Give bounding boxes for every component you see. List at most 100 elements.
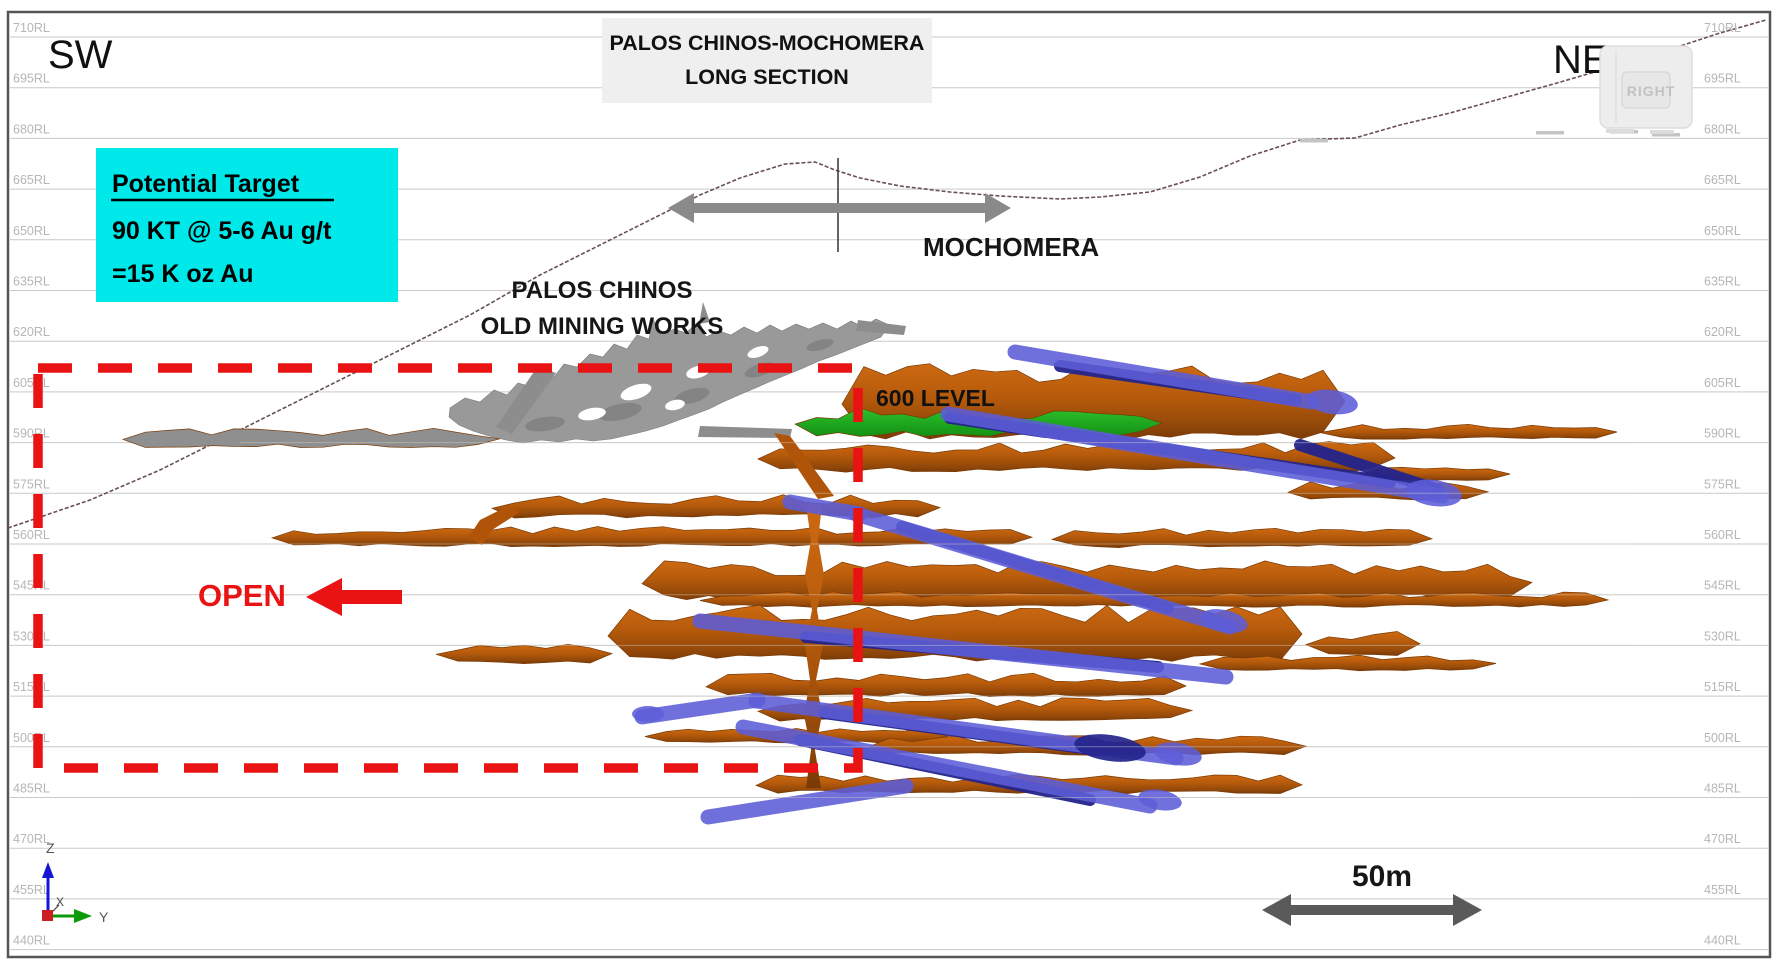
- elevation-label-right-650RL: 650RL: [1704, 224, 1741, 238]
- scale-bar-arrow: [1262, 894, 1482, 926]
- old-workings-void: [620, 383, 652, 401]
- old-workings-label-line1: PALOS CHINOS: [512, 277, 693, 304]
- orientation-sw-label: SW: [48, 33, 113, 77]
- axis-y-label: Y: [99, 909, 109, 925]
- topo-bench-mark: [1300, 139, 1328, 143]
- axis-origin-marker: [42, 910, 53, 921]
- decline-switchback-dark: [1074, 734, 1146, 762]
- old-workings-shade: [674, 387, 710, 405]
- elevation-label-right-620RL: 620RL: [1704, 325, 1741, 339]
- elevation-label-right-500RL: 500RL: [1704, 731, 1741, 745]
- old-workings-spur: [856, 320, 906, 335]
- old-mining-works-body: [448, 318, 890, 444]
- elevation-label-right-605RL: 605RL: [1704, 376, 1741, 390]
- old-workings-void: [665, 399, 685, 411]
- potential-target-heading: Potential Target: [112, 170, 300, 198]
- elevation-label-left-530RL: 530RL: [13, 629, 50, 643]
- view-cube-right-label: RIGHT: [1627, 83, 1676, 99]
- ore-lens: [435, 644, 614, 664]
- elevation-label-right-710RL: 710RL: [1704, 21, 1741, 35]
- gridline-overlay-layer: [240, 442, 1630, 798]
- decline-segment: [1007, 344, 1320, 410]
- elevation-label-right-695RL: 695RL: [1704, 72, 1741, 86]
- ore-lens: [270, 526, 1034, 547]
- ore-lens: [1198, 654, 1497, 672]
- old-workings-spur: [698, 426, 792, 438]
- open-arrow: [306, 578, 402, 616]
- decline-switchback: [1154, 742, 1202, 766]
- elevation-label-left-515RL: 515RL: [13, 680, 50, 694]
- title-line1: PALOS CHINOS-MOCHOMERA: [610, 31, 925, 55]
- old-workings-shade: [806, 338, 834, 352]
- decline-switchback: [1200, 609, 1248, 633]
- axis-y-arrowhead: [74, 909, 92, 923]
- old-workings-spur: [496, 366, 556, 434]
- old-workings-streak: [121, 427, 501, 448]
- ore-vein-vertical: [804, 505, 824, 788]
- decline-switchback: [1138, 789, 1182, 811]
- decline-switchback: [632, 706, 664, 722]
- elevation-label-left-485RL: 485RL: [13, 782, 50, 796]
- elevation-label-left-710RL: 710RL: [13, 21, 50, 35]
- scale-label: 50m: [1352, 860, 1412, 893]
- elevation-label-layer: 710RL 710RL 695RL 695RL 680RL 680RL 665RL 665RL…: [13, 21, 1741, 948]
- decline-segment: [848, 506, 1238, 635]
- old-workings-void: [578, 407, 606, 421]
- decline-segment: [700, 778, 914, 825]
- axis-z-arrowhead: [42, 862, 54, 878]
- view-cube-watermark[interactable]: RIGHT: [1599, 45, 1693, 134]
- elevation-label-right-455RL: 455RL: [1704, 883, 1741, 897]
- elevation-label-right-590RL: 590RL: [1704, 427, 1741, 441]
- old-workings-label-line2: OLD MINING WORKS: [481, 313, 724, 340]
- elevation-label-right-575RL: 575RL: [1704, 477, 1741, 491]
- open-label: OPEN: [198, 578, 286, 613]
- ore-vein-connector: [468, 505, 520, 545]
- elevation-label-left-680RL: 680RL: [13, 122, 50, 136]
- mochomera-extent-arrow: [668, 193, 1011, 223]
- elevation-label-left-605RL: 605RL: [13, 376, 50, 390]
- decline-segment: [692, 613, 1234, 685]
- elevation-label-left-665RL: 665RL: [13, 173, 50, 187]
- old-workings-shade: [598, 402, 642, 422]
- title-box: [602, 18, 932, 103]
- topography-line: [7, 19, 1767, 529]
- ore-lens: [1319, 423, 1618, 440]
- elevation-label-left-545RL: 545RL: [13, 579, 50, 593]
- elevation-label-right-545RL: 545RL: [1704, 579, 1741, 593]
- elevation-label-right-485RL: 485RL: [1704, 782, 1741, 796]
- elevation-label-left-455RL: 455RL: [13, 883, 50, 897]
- elevation-label-right-635RL: 635RL: [1704, 275, 1741, 289]
- elevation-label-left-470RL: 470RL: [13, 832, 50, 846]
- view-cube-inner-face[interactable]: [1621, 71, 1671, 109]
- level-600-label: 600 LEVEL: [876, 385, 995, 411]
- elevation-label-right-440RL: 440RL: [1704, 934, 1741, 948]
- axis-z-label: Z: [46, 840, 55, 856]
- old-workings-void: [747, 345, 769, 359]
- topo-bench-mark: [1536, 131, 1564, 135]
- elevation-label-right-560RL: 560RL: [1704, 528, 1741, 542]
- elevation-label-left-590RL: 590RL: [13, 427, 50, 441]
- elevation-label-right-665RL: 665RL: [1704, 173, 1741, 187]
- potential-target-line2: 90 KT @ 5-6 Au g/t: [112, 217, 332, 245]
- decline-switchback: [1306, 389, 1358, 415]
- elevation-label-left-695RL: 695RL: [13, 72, 50, 86]
- elevation-label-right-515RL: 515RL: [1704, 680, 1741, 694]
- elevation-label-right-470RL: 470RL: [1704, 832, 1741, 846]
- ore-lens: [607, 604, 1303, 662]
- old-workings-spur: [699, 302, 710, 324]
- elevation-label-left-635RL: 635RL: [13, 275, 50, 289]
- mochomera-label: MOCHOMERA: [923, 232, 1099, 262]
- view-cube-shadow-dash: [1606, 129, 1634, 133]
- decline-switchback: [1406, 479, 1462, 507]
- elevation-label-left-560RL: 560RL: [13, 528, 50, 542]
- axis-x-label: X: [56, 895, 64, 909]
- elevation-label-right-530RL: 530RL: [1704, 629, 1741, 643]
- elevation-label-left-620RL: 620RL: [13, 325, 50, 339]
- title-line2: LONG SECTION: [685, 65, 849, 89]
- potential-target-box: [96, 148, 398, 302]
- old-workings-shade: [525, 416, 565, 432]
- decline-segment: [782, 494, 868, 522]
- ore-lens: [1304, 631, 1421, 656]
- elevation-label-left-440RL: 440RL: [13, 934, 50, 948]
